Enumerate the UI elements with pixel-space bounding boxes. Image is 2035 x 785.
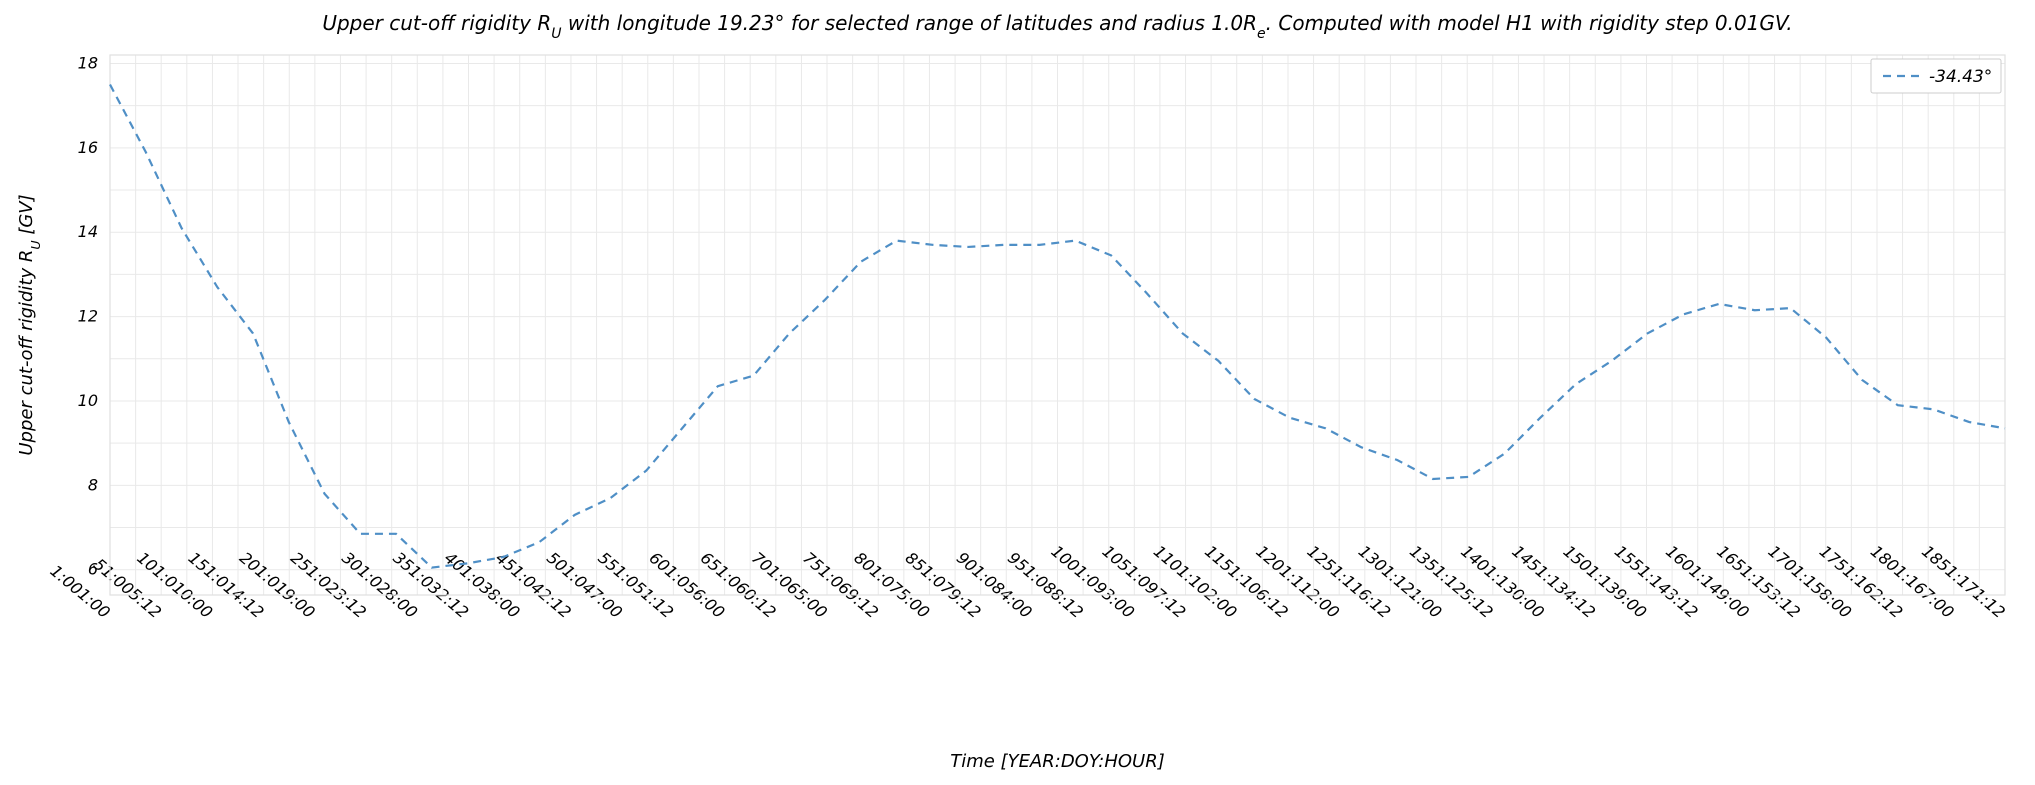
y-tick-label: 14: [78, 222, 98, 241]
y-tick-label: 10: [78, 391, 98, 410]
y-tick-label: 18: [78, 53, 98, 72]
legend: -34.43°: [1871, 59, 2001, 93]
y-tick-label: 12: [78, 307, 98, 326]
legend-item-label: -34.43°: [1929, 67, 1992, 87]
chart-container: Upper cut-off rigidity RU with longitude…: [0, 0, 2035, 785]
y-tick-label: 8: [88, 475, 98, 494]
y-tick-label: 16: [78, 138, 98, 157]
x-axis-label: Time [YEAR:DOY:HOUR]: [950, 751, 1165, 772]
line-chart: Upper cut-off rigidity RU with longitude…: [0, 0, 2035, 785]
